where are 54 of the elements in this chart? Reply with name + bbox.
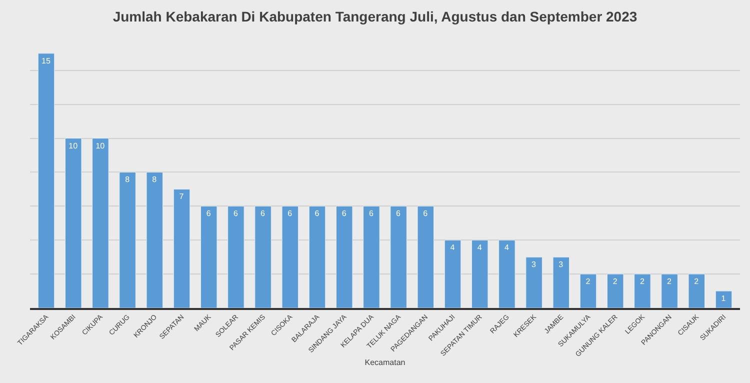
data-label: 4 xyxy=(477,243,482,252)
data-label: 2 xyxy=(586,277,591,286)
bar xyxy=(146,172,164,308)
bar xyxy=(552,256,570,308)
data-label: 10 xyxy=(68,141,78,150)
bar xyxy=(282,206,299,308)
data-label: 8 xyxy=(125,175,130,184)
data-label: 6 xyxy=(260,209,266,218)
data-label: 6 xyxy=(314,209,320,218)
data-label: 15 xyxy=(42,56,51,66)
bar xyxy=(228,206,244,308)
data-label: 3 xyxy=(532,260,537,270)
bar xyxy=(715,290,732,308)
bar xyxy=(92,138,109,308)
bar xyxy=(688,274,706,308)
chart-title: Jumlah Kebakaran Di Kabupaten Tangerang Juli, Agustus dan September 2023 xyxy=(112,8,638,24)
bar xyxy=(471,240,488,308)
bar xyxy=(336,206,353,308)
bar xyxy=(200,206,218,308)
data-label: 6 xyxy=(342,209,347,218)
data-label: 6 xyxy=(288,209,293,218)
data-label: 6 xyxy=(206,209,212,218)
data-label: 2 xyxy=(667,277,672,286)
bar xyxy=(634,274,651,308)
data-label: 4 xyxy=(450,243,456,252)
bar xyxy=(661,274,678,308)
data-label: 7 xyxy=(179,192,184,202)
data-label: 1 xyxy=(721,294,726,304)
x-axis-title: Kecamatan xyxy=(364,358,406,367)
bar xyxy=(173,188,190,308)
data-label: 3 xyxy=(558,260,564,270)
bar xyxy=(417,206,434,308)
bar xyxy=(64,138,82,308)
bar xyxy=(390,206,407,308)
data-label: 6 xyxy=(233,209,238,218)
bar xyxy=(526,256,542,308)
bar xyxy=(119,172,136,308)
bar xyxy=(254,206,272,308)
bar xyxy=(308,206,326,308)
data-label: 4 xyxy=(504,243,510,252)
data-label: 6 xyxy=(396,209,402,218)
data-label: 6 xyxy=(368,209,374,218)
data-label: 8 xyxy=(152,175,158,184)
data-label: 10 xyxy=(96,141,106,150)
bar xyxy=(580,274,597,308)
bar xyxy=(498,240,516,308)
data-label: 2 xyxy=(640,277,645,286)
bar xyxy=(606,274,624,308)
data-label: 2 xyxy=(612,277,618,286)
bar xyxy=(444,240,462,308)
bar xyxy=(38,53,55,308)
bar xyxy=(363,206,380,308)
data-label: 2 xyxy=(694,277,700,286)
data-label: 6 xyxy=(423,209,428,218)
